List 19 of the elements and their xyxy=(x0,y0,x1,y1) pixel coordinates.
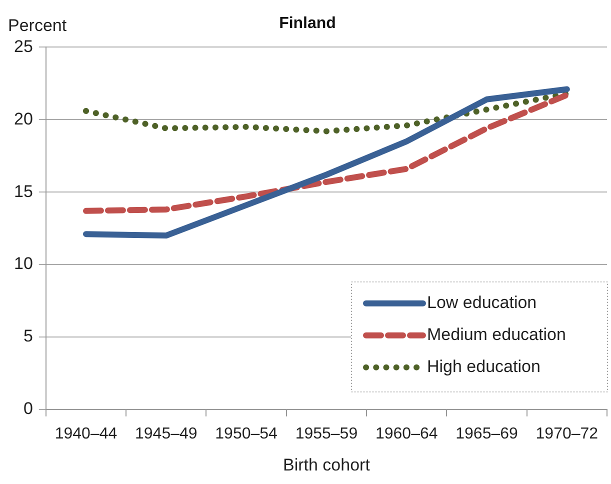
x-tick-label: 1940–44 xyxy=(54,425,118,442)
x-tick-label: 1955–59 xyxy=(295,425,358,442)
y-tick-label: 5 xyxy=(23,326,33,346)
x-tick-label: 1960–64 xyxy=(375,425,438,442)
x-tick-label: 1965–69 xyxy=(456,425,518,442)
x-tick-label: 1970–72 xyxy=(536,425,598,442)
legend-label: Medium education xyxy=(427,325,566,344)
legend-label: High education xyxy=(427,357,540,376)
y-axis-title: Percent xyxy=(8,16,67,36)
y-tick-label: 20 xyxy=(14,109,33,128)
x-tick-label: 1950–54 xyxy=(215,425,278,442)
y-tick-label: 25 xyxy=(14,36,33,56)
y-tick-label: 0 xyxy=(23,399,33,418)
legend-label: Low education xyxy=(427,293,537,312)
y-tick-label: 15 xyxy=(14,182,33,201)
x-axis-title: Birth cohort xyxy=(282,455,370,474)
x-tick-label: 1945–49 xyxy=(134,425,198,442)
y-tick-label: 10 xyxy=(14,254,33,274)
chart-title: Finland xyxy=(279,15,336,32)
